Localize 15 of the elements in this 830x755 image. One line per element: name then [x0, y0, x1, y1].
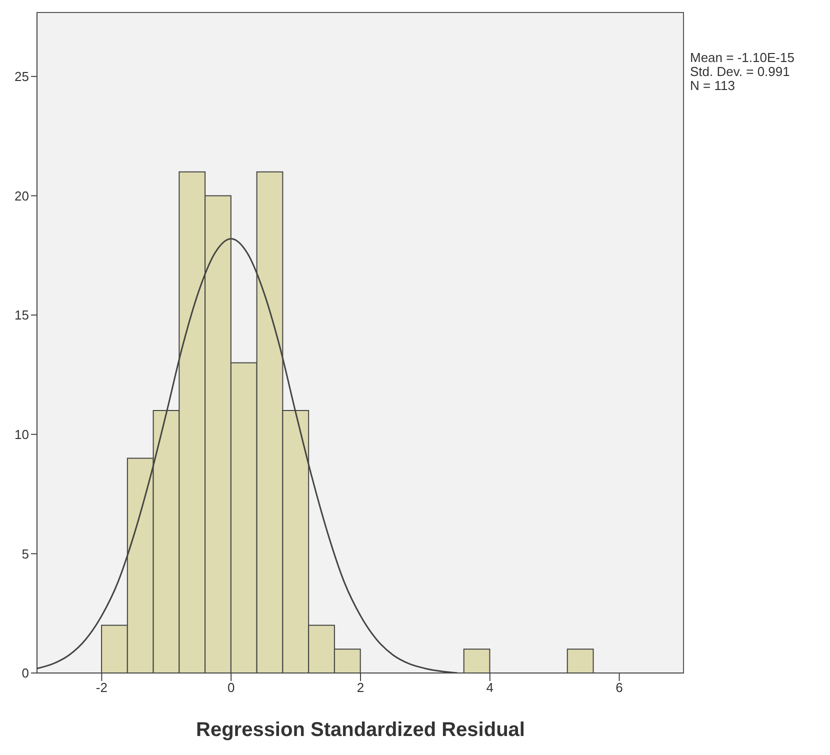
y-tick-label: 15 — [14, 308, 29, 323]
y-tick-label: 20 — [14, 188, 29, 204]
x-axis-title: Regression Standardized Residual — [196, 719, 525, 741]
x-tick-label: 6 — [616, 680, 623, 696]
x-tick-label: 0 — [227, 680, 235, 696]
x-tick-label: 2 — [356, 680, 364, 696]
text: N = 113 — [690, 78, 736, 93]
text: Std. Dev. = 0.991 — [690, 64, 791, 79]
text: Mean = -1.10E-15 — [690, 50, 794, 65]
y-tick-label: 5 — [22, 546, 29, 562]
y-tick-label: 10 — [14, 426, 29, 442]
y-tick-label: 0 — [22, 666, 29, 681]
y-tick-label: 25 — [14, 69, 29, 84]
x-tick-label: -2 — [96, 680, 108, 696]
x-tick-label: 4 — [486, 680, 494, 696]
